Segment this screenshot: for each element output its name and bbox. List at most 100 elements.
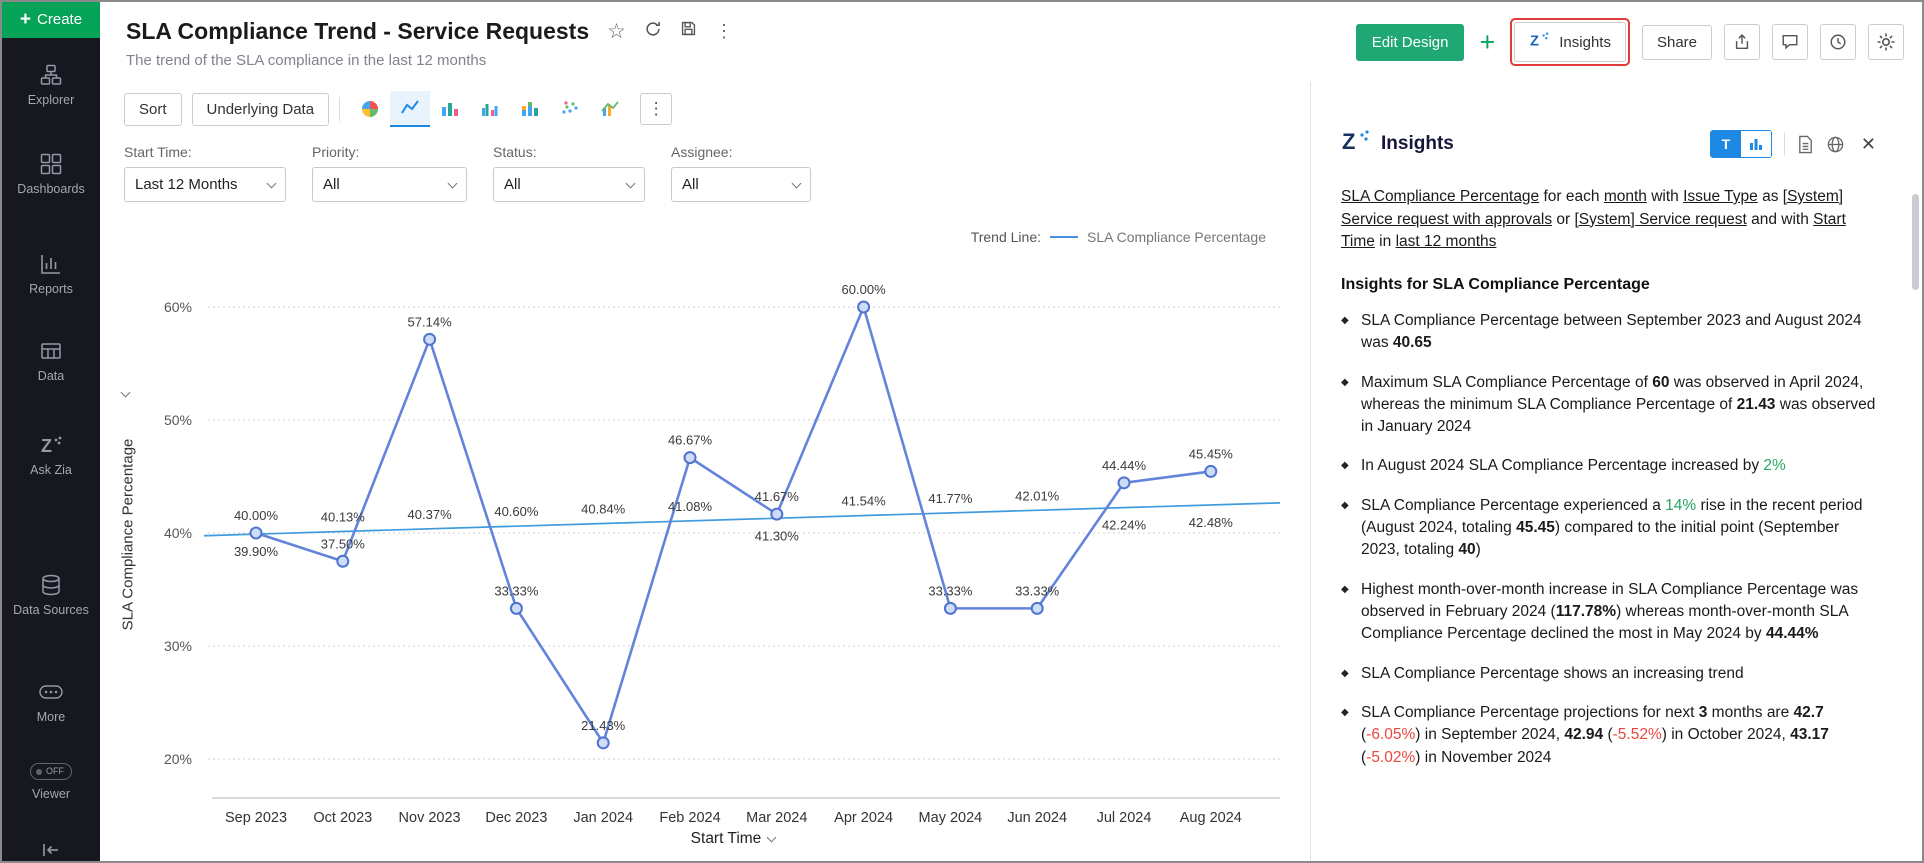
- history-button[interactable]: [1820, 24, 1856, 60]
- x-tick-label: Jun 2024: [1007, 810, 1067, 826]
- edit-design-button[interactable]: Edit Design: [1355, 23, 1465, 61]
- sidebar-item-ask-zia[interactable]: Z Ask Zia: [2, 434, 100, 479]
- chart-view-button[interactable]: [1740, 131, 1771, 157]
- chart-point[interactable]: [857, 300, 871, 314]
- report-canvas: Sort Underlying Data: [100, 82, 1310, 861]
- grouped-column-chart-type-icon[interactable]: [470, 91, 510, 127]
- assignee-dropdown[interactable]: All: [671, 167, 811, 202]
- insights-controls: T ✕: [1709, 130, 1876, 158]
- text-segment: ) in September 2024,: [1415, 726, 1565, 744]
- refresh-icon[interactable]: [644, 20, 662, 44]
- sidebar-item-label: Reports: [29, 282, 73, 296]
- text-segment: 117.78%: [1555, 603, 1617, 620]
- x-tick-label: May 2024: [919, 810, 983, 826]
- zia-logo-icon: Z: [1341, 128, 1371, 160]
- collapse-sidebar-button[interactable]: [2, 839, 100, 861]
- kebab-menu-icon[interactable]: ⋮: [714, 21, 733, 41]
- line-chart-type-icon[interactable]: [390, 91, 431, 127]
- more-dots-icon: [39, 681, 63, 703]
- priority-dropdown[interactable]: All: [312, 167, 467, 202]
- dropdown-value: All: [323, 176, 340, 193]
- insight-link[interactable]: Start Time: [1341, 210, 1846, 251]
- text-segment: or: [1552, 210, 1575, 228]
- insight-link[interactable]: [System] Service request: [1574, 210, 1747, 228]
- legend-line-swatch: [1050, 236, 1078, 238]
- insight-link[interactable]: last 12 months: [1395, 233, 1497, 251]
- close-icon[interactable]: ✕: [1860, 133, 1876, 154]
- sidebar-item-reports[interactable]: Reports: [2, 253, 100, 298]
- export-button[interactable]: [1724, 24, 1760, 60]
- chart-point[interactable]: [683, 451, 697, 465]
- comments-button[interactable]: [1772, 24, 1808, 60]
- legend-series-label[interactable]: SLA Compliance Percentage: [1087, 229, 1266, 245]
- scrollbar-thumb[interactable]: [1912, 194, 1919, 290]
- text-segment: ) whereas month-over-month SLA Complianc…: [1361, 603, 1848, 643]
- viewer-off-toggle[interactable]: OFF: [30, 763, 72, 781]
- sidebar-item-dashboards[interactable]: Dashboards: [2, 153, 100, 198]
- more-chart-types-button[interactable]: ⋮: [640, 93, 673, 125]
- sidebar-item-more[interactable]: More: [2, 681, 100, 726]
- text-segment: 45.45: [1516, 519, 1555, 537]
- text-segment: 43.17: [1790, 726, 1829, 744]
- insights-button[interactable]: Z Insights: [1514, 22, 1626, 62]
- chart-point[interactable]: [423, 332, 437, 346]
- text-segment: (: [1603, 726, 1613, 744]
- insight-link[interactable]: SLA Compliance Percentage: [1341, 188, 1540, 205]
- text-segment: SLA Compliance Percentage shows an incre…: [1361, 664, 1744, 682]
- series-data-label: 21.43%: [581, 718, 626, 733]
- share-button[interactable]: Share: [1641, 24, 1712, 60]
- chart-point[interactable]: [1204, 464, 1218, 478]
- text-segment: 14%: [1665, 496, 1697, 514]
- sidebar-item-label: Ask Zia: [30, 463, 72, 478]
- chart-point[interactable]: [1117, 476, 1131, 490]
- globe-icon[interactable]: [1826, 135, 1845, 154]
- sidebar-item-explorer[interactable]: Explorer: [2, 64, 100, 109]
- insight-bullet: ◆ In August 2024 SLA Compliance Percentag…: [1341, 455, 1876, 477]
- sidebar-item-data[interactable]: Data: [2, 340, 100, 385]
- pie-chart-type-icon[interactable]: [350, 91, 390, 127]
- document-icon[interactable]: [1797, 135, 1814, 154]
- text-segment: 44.44%: [1765, 625, 1819, 643]
- sort-button[interactable]: Sort: [124, 92, 182, 126]
- settings-gear-icon[interactable]: [1868, 24, 1904, 60]
- annotation-highlight-box: Z Insights: [1510, 18, 1630, 66]
- x-tick-label: Mar 2024: [746, 810, 807, 826]
- stacked-column-chart-type-icon[interactable]: [510, 91, 550, 127]
- chart-point[interactable]: [596, 736, 610, 750]
- add-button[interactable]: +: [1479, 27, 1496, 57]
- underlying-data-button[interactable]: Underlying Data: [191, 92, 330, 126]
- dropdown-value: All: [504, 176, 521, 193]
- chart-point[interactable]: [1030, 601, 1044, 615]
- chart-point[interactable]: [943, 601, 957, 615]
- chart-point[interactable]: [509, 601, 523, 615]
- series-data-label: 37.50%: [321, 536, 366, 551]
- insight-link[interactable]: Issue Type: [1683, 188, 1758, 205]
- text-segment: -6.05%: [1366, 726, 1416, 744]
- combo-chart-type-icon[interactable]: [590, 91, 630, 127]
- chart-point[interactable]: [336, 554, 350, 568]
- insight-link[interactable]: month: [1603, 188, 1647, 205]
- save-icon[interactable]: [680, 20, 697, 43]
- favorite-star-icon[interactable]: ☆: [607, 20, 626, 43]
- diamond-bullet-icon: ◆: [1341, 499, 1349, 511]
- column-chart-type-icon[interactable]: [430, 91, 470, 127]
- filter-label: Assignee:: [671, 144, 733, 160]
- text-segment: ) in November 2024: [1415, 748, 1552, 766]
- y-tick-label: 30%: [164, 638, 192, 654]
- insight-link[interactable]: [System] Service request with approvals: [1341, 188, 1844, 228]
- text-segment: Maximum SLA Compliance Percentage of: [1361, 373, 1653, 391]
- series-data-label: 46.67%: [668, 433, 713, 448]
- create-button[interactable]: + Create: [2, 2, 100, 38]
- y-tick-label: 50%: [164, 412, 192, 428]
- chart-point[interactable]: [249, 526, 263, 540]
- scatter-chart-type-icon[interactable]: [550, 91, 590, 127]
- sidebar-item-viewer[interactable]: OFF Viewer: [2, 763, 100, 803]
- chart-point[interactable]: [770, 507, 784, 521]
- status-dropdown[interactable]: All: [493, 167, 645, 202]
- start-time-dropdown[interactable]: Last 12 Months: [124, 167, 286, 202]
- sidebar-item-data-sources[interactable]: Data Sources: [2, 574, 100, 619]
- x-axis-dropdown[interactable]: Start Time: [128, 830, 1338, 848]
- text-segment: In August 2024 SLA Compliance Percentage…: [1361, 457, 1764, 475]
- sidebar-item-label: Dashboards: [17, 182, 85, 197]
- text-view-button[interactable]: T: [1710, 131, 1741, 157]
